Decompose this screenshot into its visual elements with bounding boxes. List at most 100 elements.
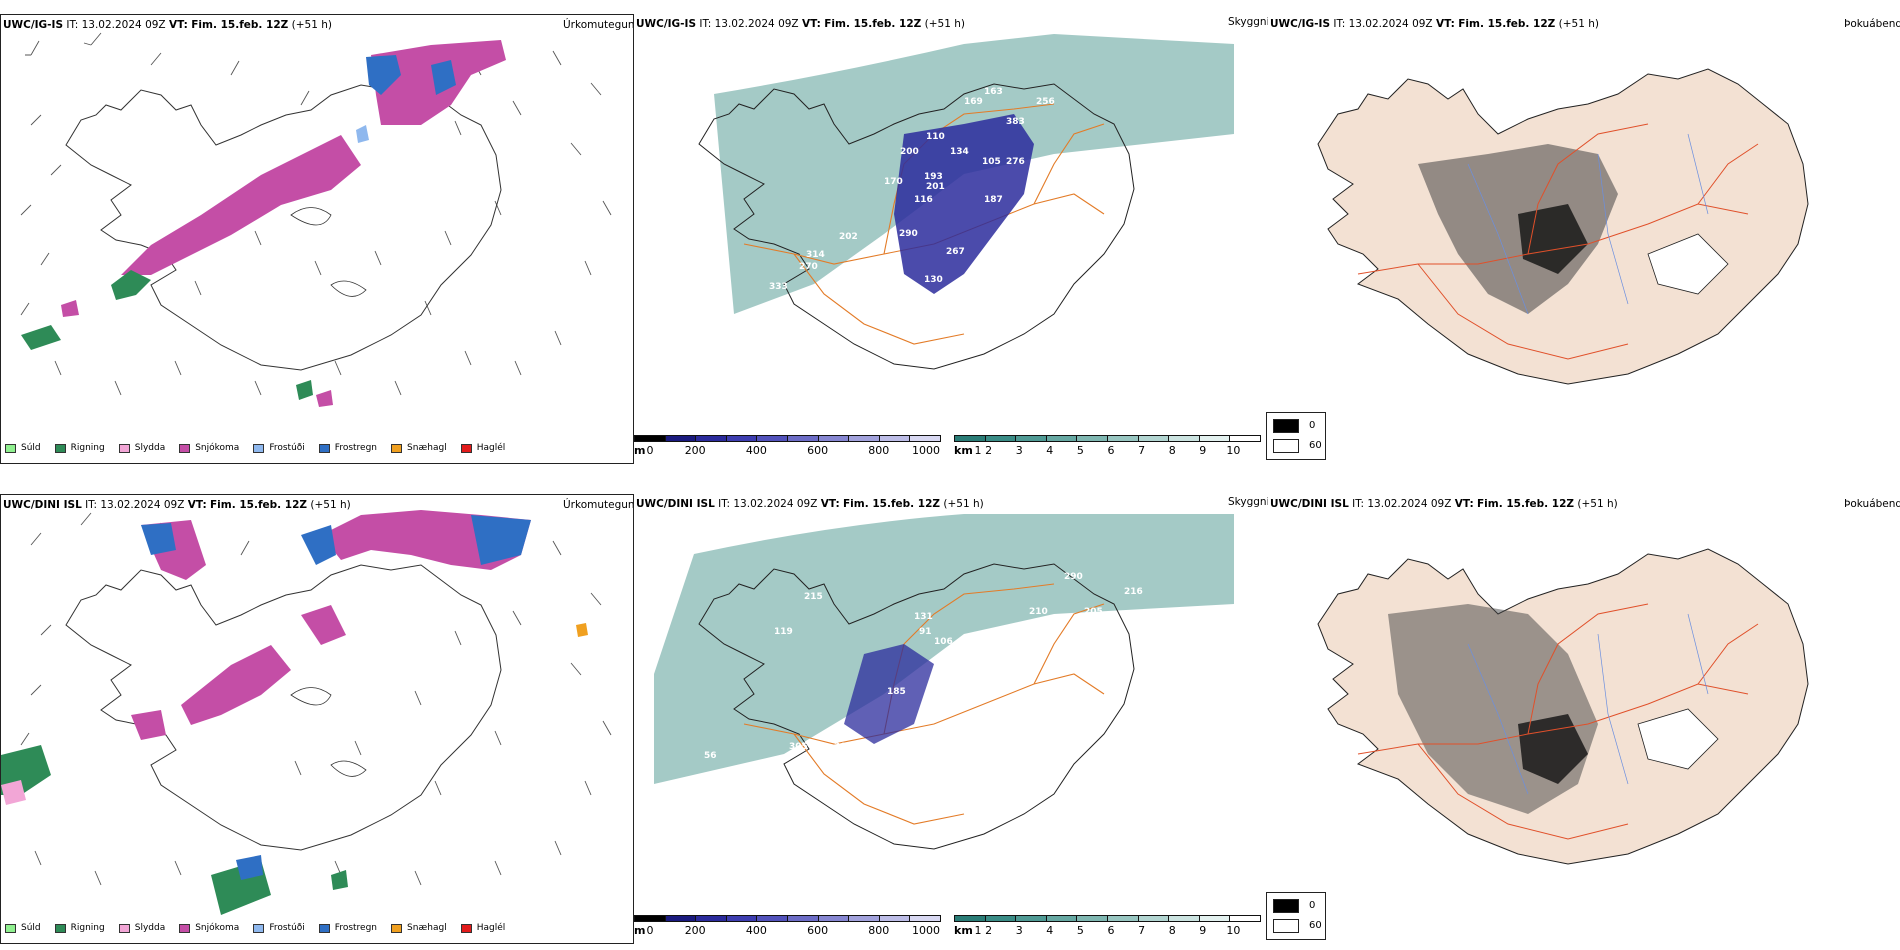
panel-title: Skyggni: [1228, 496, 1268, 508]
colorbar-segment: [1229, 435, 1261, 442]
visibility-value-label: 305: [789, 742, 808, 752]
panel-title: Þokuábendi: [1844, 18, 1900, 30]
colorbar-tick: 0: [646, 444, 654, 457]
legend-label: Haglél: [476, 443, 506, 453]
legend-label: Snæhagl: [407, 923, 447, 933]
visibility-value-label: 210: [1029, 607, 1048, 617]
visibility-value-label: 130: [924, 275, 943, 285]
precip-legend-item: Rigning: [54, 923, 105, 933]
colorbar-tick: 9: [1199, 924, 1207, 937]
colorbar-tick: 1: [974, 444, 982, 457]
precip-legend-item: Snjókoma: [179, 923, 239, 933]
visibility-value-label: 270: [799, 262, 818, 272]
colorbar-tick: 600: [807, 444, 829, 457]
colorbar-tick: 7: [1138, 444, 1146, 457]
colorbar-tick: 4: [1046, 924, 1054, 937]
colorbar-segment: [1076, 915, 1108, 922]
precip-type-panel-bottom: UWC/DINI ISL IT: 13.02.2024 09Z VT: Fim.…: [0, 494, 634, 944]
legend-label: Frostregn: [334, 443, 378, 453]
colorbar-segment: [756, 915, 788, 922]
legend-swatch: [179, 923, 191, 933]
colorbar-segment: [787, 435, 819, 442]
panel-header: UWC/IG-IS IT: 13.02.2024 09Z VT: Fim. 15…: [636, 18, 965, 30]
it-label: IT:: [85, 499, 98, 511]
colorbar-tick: 200: [684, 444, 706, 457]
visibility-panel-bottom: 290 216 210 205 215 119 131 91 106 241 185 326 305 20…: [634, 494, 1268, 944]
colorbar-segment: [1168, 435, 1200, 442]
visibility-value-label: 58: [799, 842, 812, 852]
legend-label: Snjókoma: [195, 923, 240, 933]
colorbar-segment: [1015, 915, 1047, 922]
visibility-value-label: 131: [914, 612, 933, 622]
legend-label: Frostúði: [269, 923, 305, 933]
visibility-value-label: 201: [926, 182, 945, 192]
init-time: 13.02.2024 09Z: [81, 19, 166, 31]
colorbar-segment: [984, 435, 1017, 442]
colorbar-tick: 3: [1015, 924, 1023, 937]
colorbar-tick: 7: [1138, 924, 1146, 937]
visibility-value-label: 106: [934, 637, 953, 647]
legend-swatch: [253, 923, 265, 933]
visibility-m-colorbar: m 0 200 400 600 800 1000: [634, 435, 941, 464]
visibility-value-label: 110: [926, 132, 945, 142]
legend-swatch: [391, 923, 403, 933]
legend-swatch: [391, 443, 403, 453]
colorbar-segment: [878, 435, 911, 442]
colorbar-unit: m: [634, 924, 646, 937]
vt-label: VT:: [187, 499, 207, 511]
colorbar-tick: 800: [868, 444, 890, 457]
fog-legend-swatch: [1273, 919, 1299, 933]
fog-legend-swatch: [1273, 419, 1299, 433]
colorbar-segment: [1045, 435, 1078, 442]
visibility-value-label: 134: [950, 147, 969, 157]
colorbar-tick: 6: [1107, 924, 1115, 937]
panel-header: UWC/IG-IS IT: 13.02.2024 09Z VT: Fim. 15…: [3, 19, 332, 31]
colorbar-segment: [1015, 435, 1047, 442]
panel-header: UWC/DINI ISL IT: 13.02.2024 09Z VT: Fim.…: [636, 498, 984, 510]
panel-title: Úrkomutegund: [563, 499, 634, 511]
precip-legend-item: Súld: [5, 443, 41, 453]
colorbar-tick: 10: [1226, 444, 1241, 457]
colorbar-segment: [1198, 435, 1231, 442]
valid-time: Fim. 15.feb. 12Z: [1458, 18, 1556, 30]
colorbar-tick: 1: [974, 924, 982, 937]
valid-time: Fim. 15.feb. 12Z: [824, 18, 922, 30]
it-label: IT:: [1333, 18, 1346, 30]
legend-label: Súld: [21, 923, 41, 933]
valid-time: Fim. 15.feb. 12Z: [191, 19, 289, 31]
visibility-value-label: 56: [704, 751, 717, 761]
precip-legend-item: Haglél: [460, 443, 506, 453]
visibility-value-label: 91: [919, 627, 932, 637]
fog-index-map-bottom: [1317, 548, 1809, 865]
colorbar-segment: [909, 915, 941, 922]
colorbar-unit: km: [954, 444, 973, 457]
visibility-value-label: 105: [982, 157, 1001, 167]
vt-label: VT:: [1454, 498, 1474, 510]
valid-time: Fim. 15.feb. 12Z: [210, 499, 308, 511]
colorbar-segment: [848, 435, 880, 442]
init-time: 13.02.2024 09Z: [1348, 18, 1433, 30]
visibility-value-label: 187: [984, 195, 1003, 205]
legend-label: Rigning: [70, 443, 105, 453]
panel-header: UWC/DINI ISL IT: 13.02.2024 09Z VT: Fim.…: [1270, 498, 1618, 510]
fog-legend-label: 60: [1309, 920, 1322, 931]
visibility-value-label: 290: [1064, 572, 1083, 582]
colorbar-segment: [1137, 915, 1170, 922]
legend-label: Snjókoma: [195, 443, 240, 453]
colorbar-tick: 400: [745, 924, 767, 937]
legend-label: Súld: [21, 443, 41, 453]
fog-index-legend-top: 0 60: [1266, 412, 1326, 460]
colorbar-segment: [817, 915, 850, 922]
colorbar-segment: [954, 435, 986, 442]
lead-time: (+51 h): [924, 18, 965, 30]
colorbar-segment: [695, 915, 727, 922]
model-name: UWC/DINI ISL: [1270, 498, 1349, 510]
legend-label: Haglél: [476, 923, 506, 933]
visibility-value-label: 241: [939, 677, 958, 687]
visibility-value-label: 109: [934, 387, 953, 397]
visibility-value-label: 119: [774, 627, 793, 637]
visibility-value-label: 189: [926, 865, 945, 875]
legend-swatch: [5, 923, 16, 933]
visibility-value-label: 163: [984, 87, 1003, 97]
colorbar-segment: [787, 915, 819, 922]
